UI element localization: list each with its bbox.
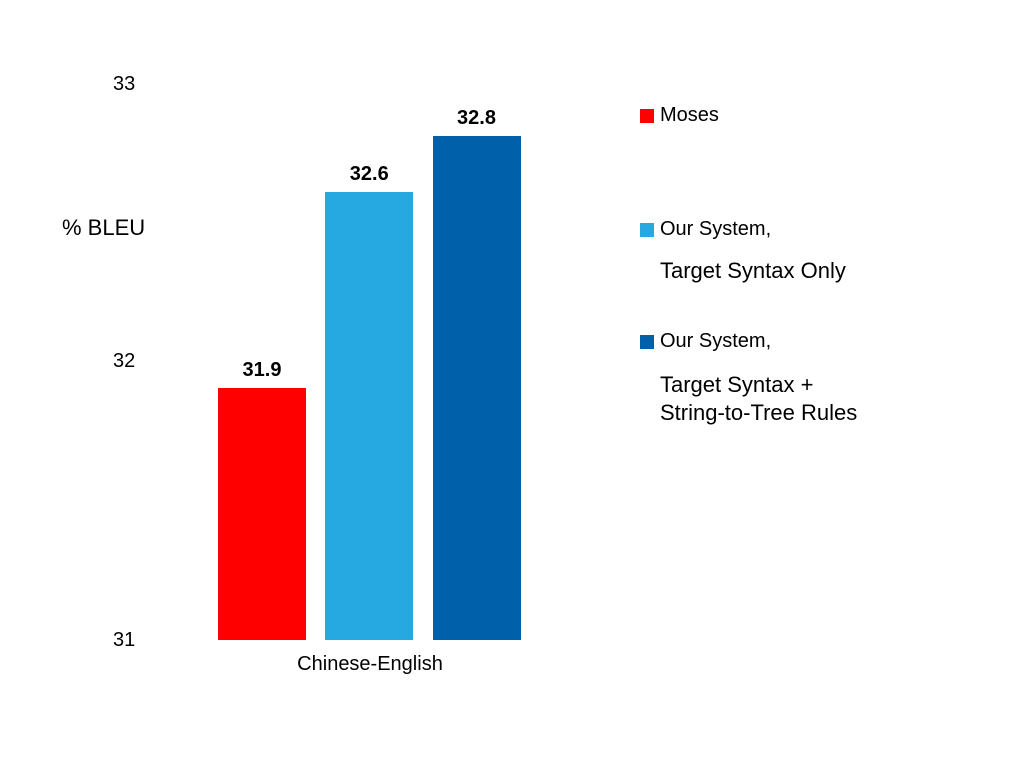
legend-subtext-our-system-ts-rules-line2: String-to-Tree Rules: [660, 400, 857, 426]
x-axis-label: Chinese-English: [297, 653, 443, 676]
legend-swatch-moses: [640, 109, 654, 123]
legend-label-moses: Moses: [660, 104, 719, 127]
legend-label-our-system-ts-rules: Our System,: [660, 330, 771, 353]
legend-item-moses: Moses: [640, 104, 719, 127]
legend-subtext-our-system-ts-rules-line1: Target Syntax +: [660, 372, 813, 398]
y-tick-32: 32: [113, 350, 135, 373]
bar-moses: [218, 388, 306, 640]
bar-value-moses: 31.9: [243, 359, 282, 382]
legend-item-our-system-ts-rules: Our System,: [640, 330, 771, 353]
legend-item-our-system-tso: Our System,: [640, 218, 771, 241]
legend-swatch-our-system-ts-rules: [640, 335, 654, 349]
legend-label-our-system-tso: Our System,: [660, 218, 771, 241]
y-axis-label: % BLEU: [62, 215, 145, 241]
y-tick-31: 31: [113, 629, 135, 652]
bar-our-system-ts-rules: [433, 136, 521, 640]
legend-swatch-our-system-tso: [640, 223, 654, 237]
bar-our-system-tso: [325, 192, 413, 640]
bar-value-our-system-tso: 32.6: [350, 163, 389, 186]
bar-value-our-system-ts-rules: 32.8: [457, 107, 496, 130]
plot-area: 31.9 32.6 32.8: [145, 80, 535, 640]
y-tick-33: 33: [113, 73, 135, 96]
legend-subtext-our-system-tso: Target Syntax Only: [660, 258, 846, 284]
